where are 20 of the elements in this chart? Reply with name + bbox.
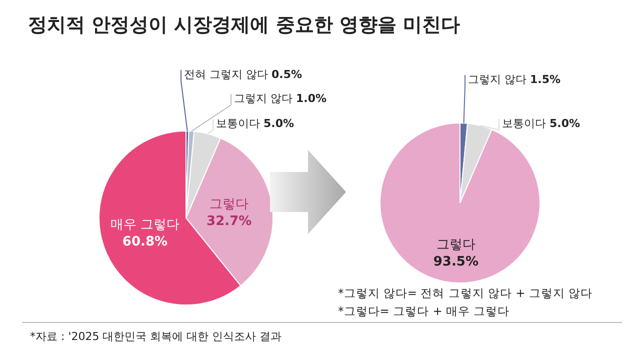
- text: *자료 : '2025 대한민국 회복에 대한 인식조사 결과: [30, 329, 282, 344]
- slice-label: 그렇지 않다: [234, 92, 292, 105]
- slice-label: 그렇다: [436, 238, 476, 253]
- slice-label: 그렇지 않다: [468, 73, 526, 86]
- slice-label: 보통이다: [216, 117, 260, 130]
- slice-label: 매우 그렇다: [110, 217, 180, 232]
- chart-title: 정치적 안정성이 시장경제에 중요한 영향을 미친다: [28, 13, 460, 38]
- slice-label: 그렇다: [210, 197, 249, 212]
- data-label: 5.0%: [264, 117, 294, 130]
- data-label: 0.5%: [272, 68, 302, 81]
- data-label: 93.5%: [433, 254, 478, 270]
- data-label: 1.0%: [296, 92, 327, 105]
- slice-label: 보통이다: [502, 117, 546, 130]
- slice-label: 전혀 그렇지 않다: [184, 68, 268, 81]
- data-label: 60.8%: [122, 234, 168, 250]
- text: *그렇지 않다= 전혀 그렇지 않다 + 그렇지 않다: [338, 285, 593, 302]
- text: *그렇다= 그렇다 + 매우 그렇다: [338, 303, 511, 320]
- data-label: 32.7%: [206, 214, 252, 230]
- data-label: 1.5%: [530, 73, 561, 86]
- data-label: 5.0%: [550, 117, 580, 130]
